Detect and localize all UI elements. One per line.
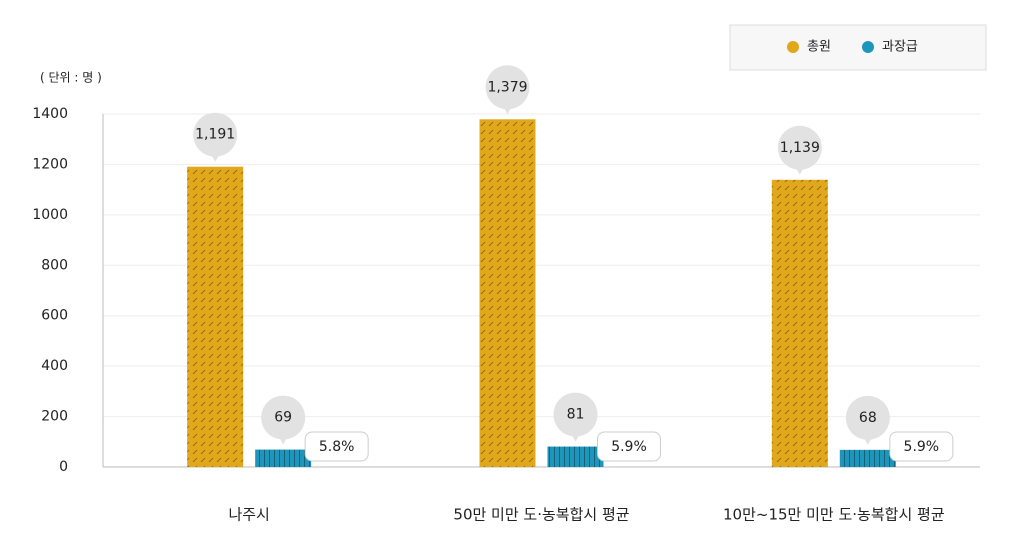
annotation: 5.9% — [611, 439, 647, 455]
label-bubble — [485, 65, 530, 110]
legend-marker — [787, 41, 799, 53]
value-label: 1,191 — [195, 127, 235, 143]
y-tick-label: 1400 — [32, 106, 68, 122]
y-tick-label: 200 — [41, 409, 68, 425]
label-bubble — [261, 395, 306, 440]
y-tick-label: 1000 — [32, 207, 68, 223]
y-tick-label: 1200 — [32, 156, 68, 172]
legend-box — [729, 24, 987, 71]
bar — [547, 446, 604, 467]
legend-label: 총원 — [807, 40, 831, 55]
value-label: 1,139 — [780, 140, 820, 156]
label-bubble — [553, 392, 598, 437]
y-tick-label: 0 — [59, 459, 68, 475]
y-axis-label: ( 단위 : 명 ) — [40, 71, 102, 85]
y-tick-label: 400 — [41, 358, 68, 374]
x-tick-label: 50만 미만 도·농복합시 평균 — [453, 506, 629, 524]
bar — [187, 166, 244, 467]
value-label: 69 — [274, 410, 292, 426]
annotation-box — [304, 431, 369, 462]
value-label: 68 — [859, 410, 877, 426]
annotation-box — [597, 431, 661, 462]
legend-marker — [862, 41, 874, 53]
bar — [771, 179, 828, 468]
annotation: 5.8% — [319, 439, 355, 455]
label-bubble — [845, 395, 890, 440]
x-tick-label: 나주시 — [228, 506, 269, 524]
bar — [255, 449, 312, 467]
bar — [479, 119, 536, 468]
legend-label: 과장급 — [882, 40, 918, 55]
bar — [839, 449, 896, 467]
x-tick-label: 10만~15만 미만 도·농복합시 평균 — [723, 506, 945, 524]
y-tick-label: 800 — [41, 257, 68, 273]
annotation-box — [889, 431, 954, 462]
y-tick-label: 600 — [41, 308, 68, 324]
label-bubble — [777, 125, 822, 170]
value-label: 1,379 — [487, 79, 527, 95]
value-label: 81 — [567, 407, 585, 423]
annotation: 5.9% — [904, 439, 940, 455]
label-bubble — [193, 112, 238, 157]
